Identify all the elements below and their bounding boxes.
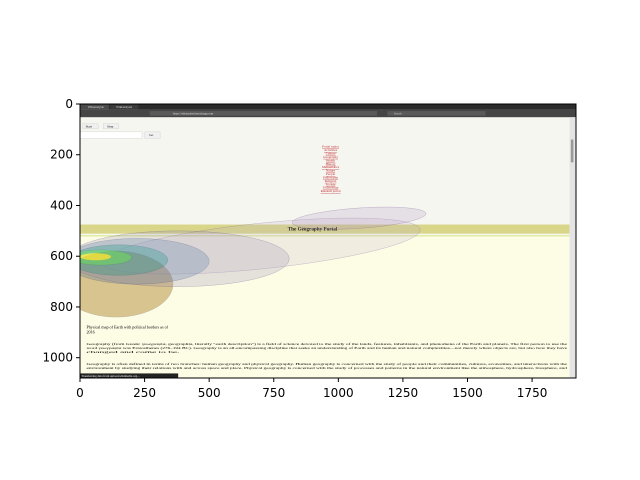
portal-link[interactable]: Philosophy	[323, 175, 338, 179]
portal-link[interactable]: Nature	[326, 169, 336, 173]
contour	[80, 230, 290, 287]
input[interactable]	[80, 131, 143, 139]
contour	[80, 238, 210, 285]
x-tick-label: 250	[133, 386, 156, 400]
url: https://wikianalysis.herokuapp.com	[173, 111, 214, 115]
button-label: Go	[149, 133, 153, 137]
paragraphs: Geography (from Greek: γεωγραφία, geogra…	[86, 342, 567, 371]
x-tick-label: 1000	[323, 386, 354, 400]
tab-label: Wikianalysis	[88, 105, 105, 109]
caption: Physical map of Earth with political bor…	[86, 325, 168, 330]
contour	[291, 206, 427, 230]
status: Transferring data from upload.wikimedia.…	[81, 374, 139, 378]
banner-title: The Geography Portal	[288, 226, 338, 232]
button-label: Stop	[107, 125, 113, 129]
scroll-thumb[interactable]	[570, 139, 574, 163]
url-box[interactable]	[149, 111, 378, 116]
portal-link[interactable]: Portal topics	[322, 145, 340, 149]
search: Search	[394, 111, 402, 115]
portal-link[interactable]: Geography	[323, 155, 338, 159]
portal-link[interactable]: Mathematics	[322, 165, 340, 169]
content-bg	[80, 234, 570, 378]
caption: 2016	[86, 330, 94, 335]
x-tick-label: 1250	[388, 386, 419, 400]
search-box[interactable]	[387, 111, 486, 116]
x-tick-label: 500	[198, 386, 221, 400]
portal-link[interactable]: Culture	[326, 152, 337, 156]
paragraph-line: Geography (from Greek: γεωγραφία, geogra…	[86, 342, 567, 347]
portal-link[interactable]: People	[326, 172, 336, 176]
ticks: 0 250 500 750 1000 1250 1500 1750 0 200 400 600 800 1…	[42, 97, 547, 400]
banner	[80, 224, 570, 234]
paragraph-line: environment by studying their relations …	[86, 366, 567, 371]
x-tick-label: 0	[76, 386, 84, 400]
tab[interactable]	[109, 104, 139, 110]
portal-link[interactable]: Activities	[324, 148, 338, 152]
y-tick-label: 800	[50, 300, 73, 314]
x-tick-label: 750	[262, 386, 285, 400]
button[interactable]	[82, 123, 99, 129]
portal-link[interactable]: Health	[326, 158, 335, 162]
y-tick-label: 400	[50, 198, 73, 212]
paragraph-line: word γεωγραφία was Eratosthenes (276–194…	[86, 346, 567, 351]
portal-links: Portal topicsActivitiesCultureGeographyH…	[321, 145, 341, 193]
y-tick-label: 0	[65, 97, 73, 111]
y-tick-label: 600	[50, 249, 73, 263]
y-tick-label: 200	[50, 148, 73, 162]
button[interactable]	[103, 123, 119, 129]
portal-link[interactable]: Random portal	[321, 189, 341, 193]
portal-link[interactable]: Religion	[325, 179, 337, 183]
screenshot-image: Wikianalysis Wikianalysis https://wikian…	[80, 104, 576, 378]
portal-link[interactable]: History	[326, 162, 336, 166]
tab[interactable]	[80, 104, 109, 110]
tab-label: Wikianalysis	[116, 105, 133, 109]
paragraph-line: Geography is often defined in terms of t…	[86, 362, 567, 367]
button[interactable]	[144, 131, 161, 139]
portal-link[interactable]: Technology	[323, 186, 339, 190]
y-tick-label: 1000	[42, 351, 73, 365]
x-tick-label: 1500	[452, 386, 483, 400]
x-tick-label: 1750	[517, 386, 548, 400]
axes-frame	[79, 103, 577, 379]
scrollbar[interactable]	[569, 117, 576, 378]
paragraph-line: changed and come to be.	[86, 350, 180, 354]
portal-link[interactable]: Society	[326, 182, 336, 186]
contour	[80, 253, 111, 261]
button-label: Start	[86, 125, 92, 129]
heatmap	[80, 206, 427, 287]
tab-bar	[80, 104, 576, 110]
status-bar	[80, 373, 179, 378]
